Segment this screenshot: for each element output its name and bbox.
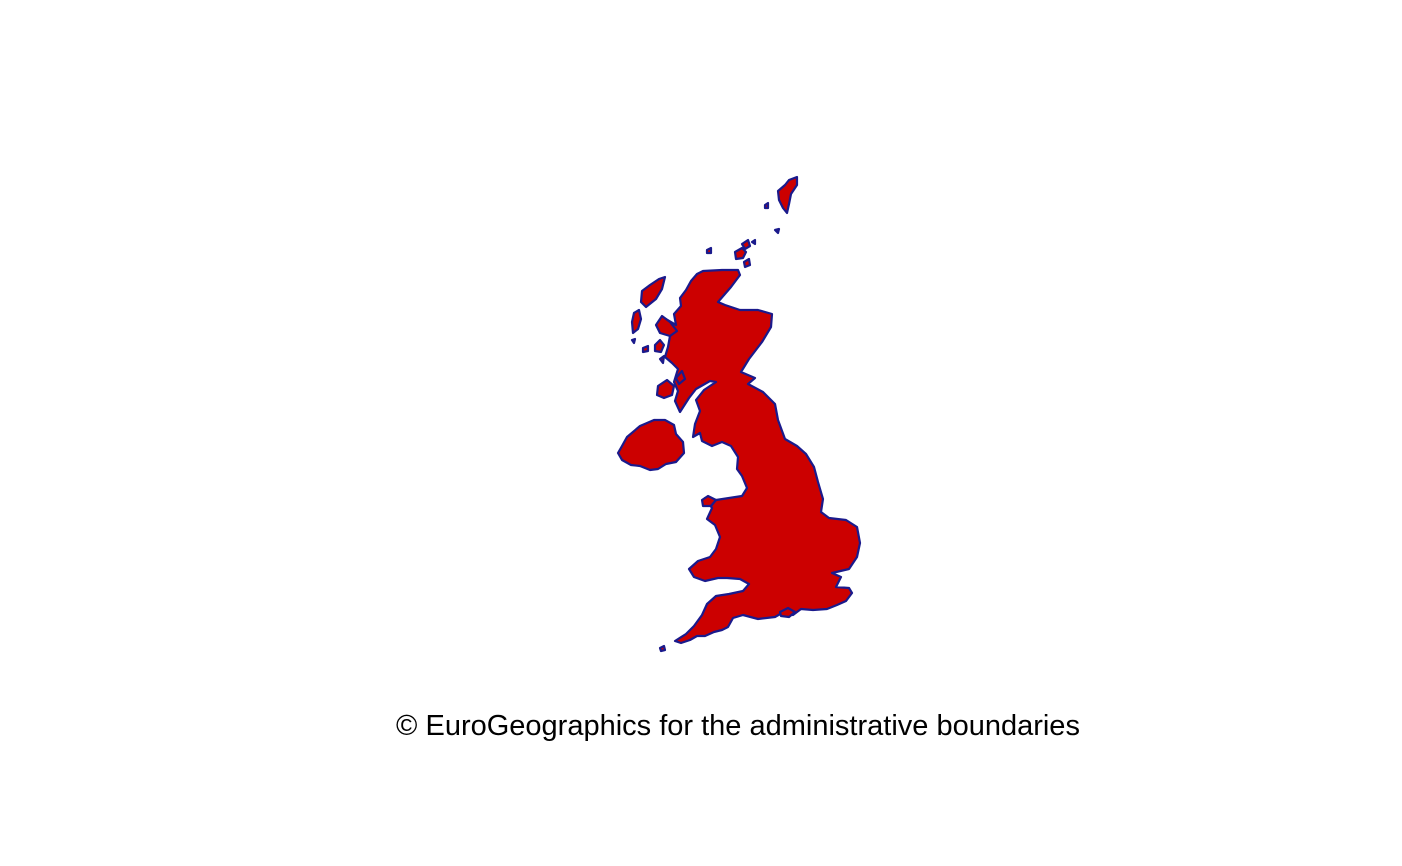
isles-of-scilly-island [658,644,667,653]
attribution-text: © EuroGeographics for the administrative… [396,710,1080,742]
tiree-island [658,354,666,365]
great-britain-landmass [657,268,862,645]
orkney-mainland-island [733,246,748,261]
northern-ireland-landmass [616,418,686,472]
orkney-islet-2 [705,246,713,255]
shetland-islet-west [763,201,770,210]
orkney-island-south [742,257,752,269]
mull-island [653,338,666,354]
skye-island [654,314,679,338]
coll-island [641,344,650,354]
arran-island [674,369,687,386]
uist-island [630,308,643,335]
anglesey-island [700,494,718,508]
orkney-islet-1 [750,238,757,246]
fair-isle-island [773,227,781,235]
barra-island [630,337,637,345]
islay-island [655,378,676,400]
lewis-harris-island [639,275,667,309]
uk-map [616,175,862,653]
orkney-island-north [740,238,752,251]
shetland-mainland-island [776,175,799,215]
isle-of-wight-island [778,606,797,619]
